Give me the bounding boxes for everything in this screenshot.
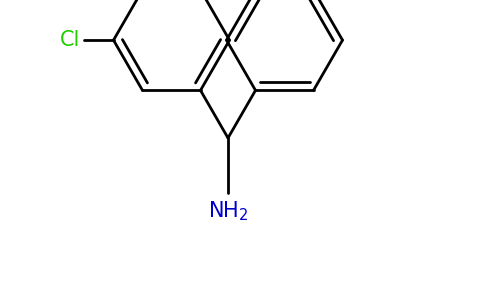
Text: NH$_2$: NH$_2$ xyxy=(208,199,248,223)
Text: Cl: Cl xyxy=(60,30,80,50)
